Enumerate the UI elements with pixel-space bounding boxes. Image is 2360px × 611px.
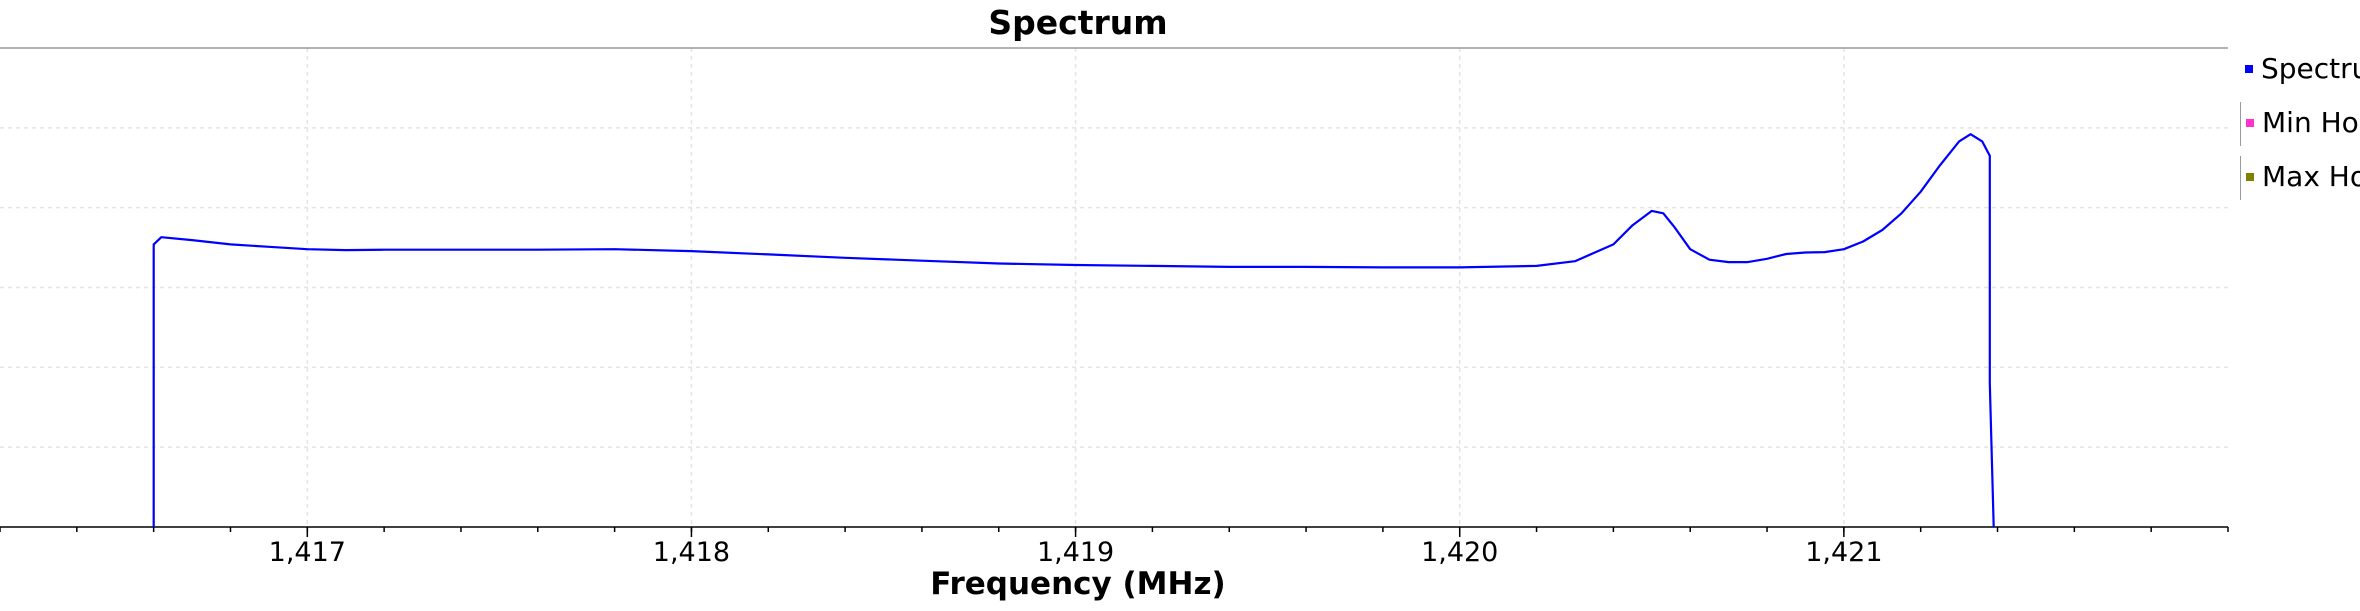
legend-label-min-hold: Min Hold (2262, 106, 2360, 139)
x-tick-label: 1,418 (653, 537, 730, 568)
x-tick-label: 1,419 (1037, 537, 1114, 568)
chart-title: Spectrum (988, 3, 1167, 42)
legend-label-spectrum: Spectrum (2261, 52, 2360, 85)
legend-swatch-max-hold (2246, 173, 2254, 181)
series-line-spectrum (152, 133, 1995, 528)
legend-item-min-hold[interactable]: Min Hold (2240, 102, 2360, 146)
legend: Spectrum Min Hold Max Hold (2240, 48, 2360, 210)
x-tick-label: 1,420 (1421, 537, 1498, 568)
legend-label-max-hold: Max Hold (2262, 160, 2360, 193)
legend-swatch-min-hold (2246, 119, 2254, 127)
legend-item-max-hold[interactable]: Max Hold (2240, 156, 2360, 200)
legend-item-spectrum[interactable]: Spectrum (2240, 48, 2360, 92)
x-axis-label: Frequency (MHz) (930, 566, 1225, 602)
plot-area: 1,417 1,418 1,419 1,420 1,421 (0, 47, 2229, 568)
x-tick-label: 1,417 (269, 537, 346, 568)
x-tick-label: 1,421 (1805, 537, 1882, 568)
legend-swatch-spectrum (2245, 65, 2253, 73)
